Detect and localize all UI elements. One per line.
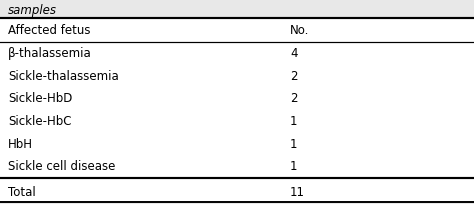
Text: Sickle-HbD: Sickle-HbD (8, 92, 73, 105)
Text: Total: Total (8, 185, 36, 198)
Text: 2: 2 (290, 70, 298, 82)
Text: HbH: HbH (8, 137, 33, 151)
Text: No.: No. (290, 23, 310, 37)
Text: 1: 1 (290, 137, 298, 151)
Text: samples: samples (8, 4, 57, 17)
Text: β-thalassemia: β-thalassemia (8, 47, 92, 60)
Text: Affected fetus: Affected fetus (8, 23, 91, 37)
Text: 2: 2 (290, 92, 298, 105)
Text: Sickle-thalassemia: Sickle-thalassemia (8, 70, 119, 82)
Text: Sickle-HbC: Sickle-HbC (8, 115, 72, 128)
Text: 1: 1 (290, 160, 298, 173)
Text: 11: 11 (290, 185, 305, 198)
Text: 1: 1 (290, 115, 298, 128)
Text: Sickle cell disease: Sickle cell disease (8, 160, 115, 173)
Text: 4: 4 (290, 47, 298, 60)
